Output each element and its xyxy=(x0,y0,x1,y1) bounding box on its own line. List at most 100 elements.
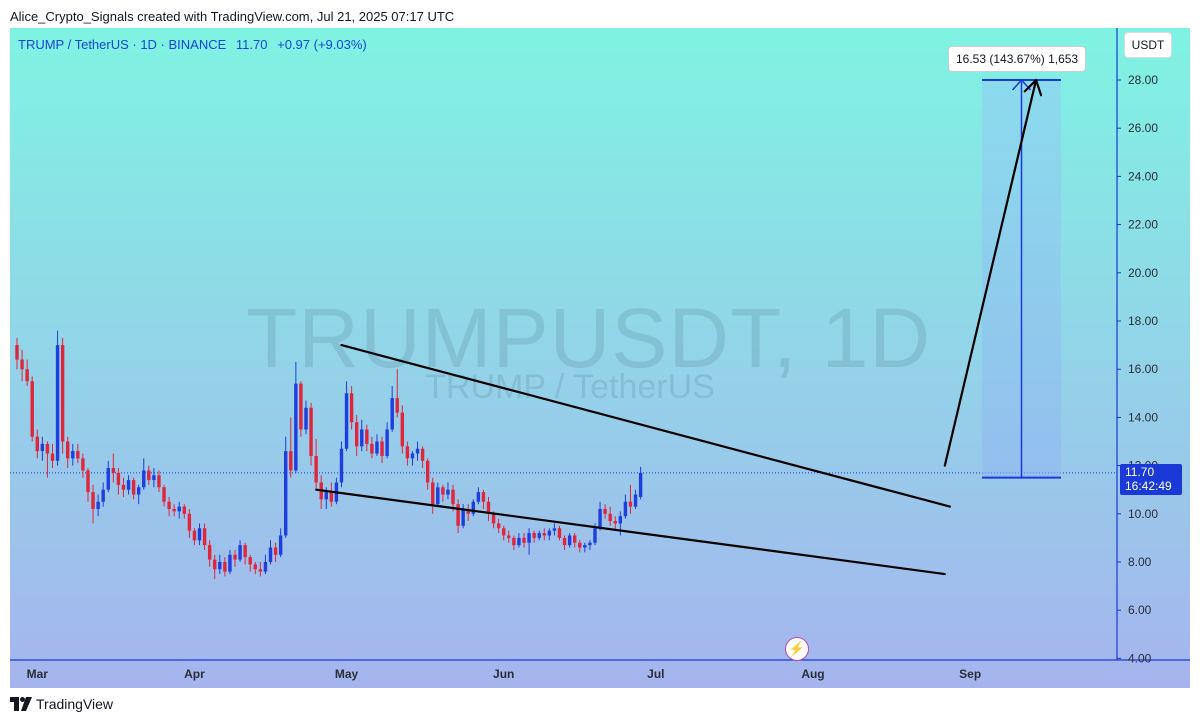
candle-body[interactable] xyxy=(106,468,110,490)
candle-body[interactable] xyxy=(446,489,450,495)
candle-body[interactable] xyxy=(593,528,597,543)
candle-body[interactable] xyxy=(152,475,156,481)
candle-body[interactable] xyxy=(349,393,354,423)
candle-body[interactable] xyxy=(441,487,445,495)
candle-body[interactable] xyxy=(71,451,75,459)
candle-body[interactable] xyxy=(273,547,278,555)
candle-body[interactable] xyxy=(45,443,50,454)
lightning-event-icon[interactable]: ⚡ xyxy=(785,637,809,661)
candle-body[interactable] xyxy=(542,533,546,536)
candle-body[interactable] xyxy=(167,501,171,509)
candle-body[interactable] xyxy=(522,537,526,543)
candle-body[interactable] xyxy=(613,521,617,524)
candle-body[interactable] xyxy=(299,383,303,430)
candle-body[interactable] xyxy=(466,508,470,514)
candle-body[interactable] xyxy=(142,470,146,488)
candle-body[interactable] xyxy=(532,533,536,538)
candle-body[interactable] xyxy=(172,508,176,512)
candle-body[interactable] xyxy=(623,501,628,517)
candle-body[interactable] xyxy=(461,508,465,526)
candle-body[interactable] xyxy=(431,482,435,505)
candle-body[interactable] xyxy=(294,383,298,471)
candle-body[interactable] xyxy=(157,475,161,488)
candle-body[interactable] xyxy=(537,533,541,538)
candle-body[interactable] xyxy=(628,501,633,507)
candle-body[interactable] xyxy=(420,448,425,461)
price-chart[interactable]: 28.00 26.00 24.00 22.00 20.00 18.00 16.00 14.00… xyxy=(10,28,1190,688)
candle-body[interactable] xyxy=(30,381,34,437)
candle-body[interactable] xyxy=(223,562,227,572)
candle-body[interactable] xyxy=(618,516,623,524)
candle-body[interactable] xyxy=(507,535,511,538)
candle-body[interactable] xyxy=(476,492,481,502)
candle-body[interactable] xyxy=(598,508,602,529)
candle-body[interactable] xyxy=(40,443,45,452)
candle-body[interactable] xyxy=(603,508,607,514)
candle-body[interactable] xyxy=(60,345,65,442)
candle-body[interactable] xyxy=(588,542,592,546)
candle-body[interactable] xyxy=(218,562,222,570)
candle-body[interactable] xyxy=(324,492,328,500)
candle-body[interactable] xyxy=(202,528,207,546)
candle-body[interactable] xyxy=(491,513,496,524)
candle-body[interactable] xyxy=(284,451,288,536)
candle-body[interactable] xyxy=(207,545,212,560)
candle-body[interactable] xyxy=(486,501,491,514)
candle-body[interactable] xyxy=(385,429,389,456)
candle-body[interactable] xyxy=(228,554,232,572)
candle-body[interactable] xyxy=(253,564,257,570)
candle-body[interactable] xyxy=(344,393,349,449)
candle-body[interactable] xyxy=(456,504,460,526)
candle-body[interactable] xyxy=(633,494,638,507)
currency-selector[interactable]: USDT xyxy=(1124,32,1172,58)
candle-body[interactable] xyxy=(268,547,273,562)
candle-body[interactable] xyxy=(192,530,197,541)
candle-body[interactable] xyxy=(527,533,531,543)
candle-body[interactable] xyxy=(50,453,55,461)
candle-body[interactable] xyxy=(278,535,283,555)
candle-body[interactable] xyxy=(410,453,415,459)
candle-body[interactable] xyxy=(258,569,263,572)
candle-body[interactable] xyxy=(567,535,572,546)
candle-body[interactable] xyxy=(354,422,359,447)
candle-body[interactable] xyxy=(314,455,318,483)
candle-body[interactable] xyxy=(304,407,308,430)
candle-body[interactable] xyxy=(116,472,121,485)
candle-body[interactable] xyxy=(182,506,187,514)
candle-body[interactable] xyxy=(547,530,552,536)
symbol-legend[interactable]: TRUMP / TetherUS · 1D · BINANCE 11.70 +0… xyxy=(18,37,373,52)
candle-body[interactable] xyxy=(380,441,384,456)
candle-body[interactable] xyxy=(238,545,242,560)
candle-body[interactable] xyxy=(20,359,24,370)
candle-body[interactable] xyxy=(425,460,430,483)
candle-body[interactable] xyxy=(365,429,369,444)
candle-body[interactable] xyxy=(502,528,506,536)
candle-body[interactable] xyxy=(375,441,379,454)
candle-body[interactable] xyxy=(55,345,60,461)
candle-body[interactable] xyxy=(76,451,80,459)
candle-body[interactable] xyxy=(35,436,39,452)
candle-body[interactable] xyxy=(400,412,405,447)
candle-body[interactable] xyxy=(136,487,141,495)
candle-body[interactable] xyxy=(512,537,516,546)
candle-body[interactable] xyxy=(395,398,399,413)
candle-body[interactable] xyxy=(81,458,85,471)
candle-body[interactable] xyxy=(557,528,562,538)
candle-body[interactable] xyxy=(248,557,252,565)
candle-body[interactable] xyxy=(147,470,151,481)
candle-body[interactable] xyxy=(451,489,455,505)
candle-body[interactable] xyxy=(578,542,582,548)
candle-body[interactable] xyxy=(86,470,90,493)
candle-body[interactable] xyxy=(213,559,217,570)
candle-body[interactable] xyxy=(25,369,29,382)
candle-body[interactable] xyxy=(289,451,293,471)
candle-body[interactable] xyxy=(66,441,70,459)
candle-body[interactable] xyxy=(390,398,394,430)
candle-body[interactable] xyxy=(436,487,440,505)
candle-body[interactable] xyxy=(583,545,587,548)
upper-wedge-line[interactable] xyxy=(340,344,951,508)
candle-body[interactable] xyxy=(162,487,166,502)
candle-body[interactable] xyxy=(415,448,420,454)
candle-body[interactable] xyxy=(263,562,268,572)
candle-body[interactable] xyxy=(15,345,19,360)
